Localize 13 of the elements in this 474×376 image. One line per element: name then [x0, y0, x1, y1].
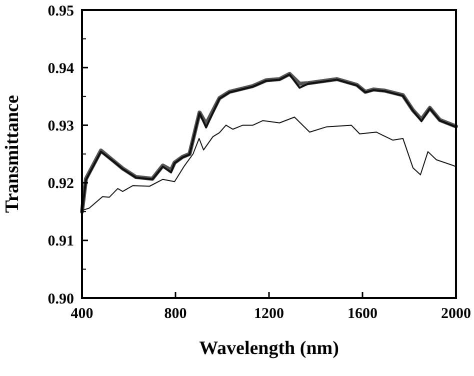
y-tick-label: 0.92: [48, 176, 74, 192]
y-tick-label: 0.94: [48, 60, 74, 77]
x-tick-label: 2000: [441, 306, 471, 322]
x-tick-label: 800: [164, 306, 187, 322]
x-tick-label: 1200: [254, 306, 284, 322]
x-tick-label: 1600: [348, 306, 378, 322]
y-tick-label: 0.90: [48, 291, 74, 308]
y-tick-label: 0.91: [48, 234, 74, 250]
x-axis-title: Wavelength (nm): [199, 338, 339, 359]
y-tick-label: 0.93: [48, 118, 74, 134]
y-axis-title: Transmittance: [2, 95, 23, 213]
x-tick-label: 400: [70, 306, 94, 322]
y-tick-label: 0.95: [48, 3, 74, 20]
